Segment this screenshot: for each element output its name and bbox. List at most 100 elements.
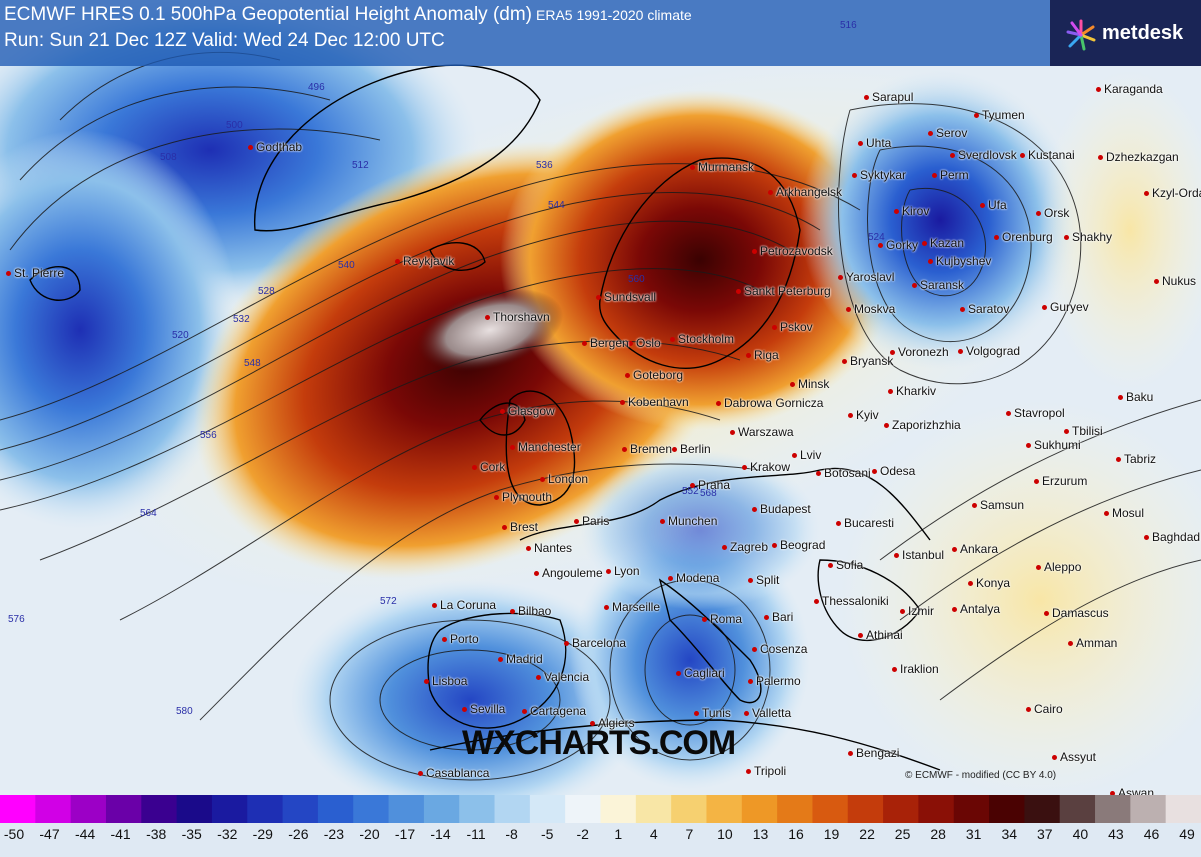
- color-scale-tick-label: 16: [788, 826, 804, 842]
- city-marker-icon: [828, 563, 833, 569]
- city-marker-icon: [424, 679, 429, 685]
- city-marker-icon: [622, 447, 627, 453]
- city-marker-icon: [922, 241, 927, 247]
- city-label: Serov: [928, 126, 967, 140]
- city-name: Arkhangelsk: [776, 185, 843, 199]
- city-label: Baghdad: [1144, 530, 1200, 544]
- city-name: Riga: [754, 348, 779, 362]
- contour-label: 512: [352, 160, 369, 171]
- cold-anomaly-central-europe: [580, 450, 820, 610]
- city-marker-icon: [442, 637, 447, 643]
- city-name: Orenburg: [1002, 230, 1053, 244]
- city-label: Kzyl-Orda: [1144, 186, 1201, 200]
- city-name: Pskov: [780, 320, 813, 334]
- city-label: Bari: [764, 610, 793, 624]
- city-marker-icon: [958, 349, 963, 355]
- city-name: Cartagena: [530, 704, 587, 718]
- city-label: Sevilla: [462, 702, 505, 716]
- city-marker-icon: [1116, 457, 1121, 463]
- city-name: Algiers: [598, 716, 635, 730]
- wxcharts-watermark: WXCHARTS.COM: [462, 724, 736, 762]
- contour-label: 528: [258, 286, 275, 297]
- city-name: Kzyl-Orda: [1152, 186, 1201, 200]
- city-marker-icon: [772, 543, 777, 549]
- city-name: Lisboa: [432, 674, 468, 688]
- contour-label: 496: [308, 82, 325, 93]
- city-name: Kharkiv: [896, 384, 937, 398]
- city-name: Kirov: [902, 204, 930, 218]
- city-marker-icon: [852, 173, 857, 179]
- color-scale-swatch: [211, 795, 248, 823]
- city-marker-icon: [884, 423, 889, 429]
- city-name: Kujbyshev: [936, 254, 992, 268]
- city-marker-icon: [660, 519, 665, 525]
- city-marker-icon: [582, 341, 587, 347]
- city-label: Stavropol: [1006, 406, 1065, 420]
- city-label: Porto: [442, 632, 479, 646]
- city-label: Tabriz: [1116, 452, 1156, 466]
- city-label: Assyut: [1052, 750, 1096, 764]
- color-scale-tick-label: -11: [466, 826, 486, 842]
- color-scale-tick-label: -35: [181, 826, 202, 842]
- contour-label: 556: [200, 430, 217, 441]
- city-marker-icon: [1068, 641, 1073, 647]
- color-scale-swatch: [883, 795, 920, 823]
- color-scale-swatch: [565, 795, 602, 823]
- city-marker-icon: [6, 271, 11, 277]
- city-label: Sukhumi: [1026, 438, 1081, 452]
- color-scale-tick-label: 31: [965, 826, 982, 842]
- city-label: La Coruna: [432, 598, 496, 612]
- city-name: Porto: [450, 632, 479, 646]
- city-marker-icon: [1154, 279, 1159, 285]
- metdesk-logo: metdesk: [1050, 0, 1201, 66]
- city-marker-icon: [395, 259, 400, 265]
- city-marker-icon: [1096, 87, 1101, 93]
- city-name: Tabriz: [1124, 452, 1157, 466]
- city-marker-icon: [736, 289, 741, 295]
- city-marker-icon: [625, 373, 630, 379]
- city-marker-icon: [1042, 305, 1047, 311]
- city-marker-icon: [485, 315, 490, 321]
- anomaly-map: [0, 0, 1201, 795]
- city-marker-icon: [1020, 153, 1025, 159]
- color-scale-tick-label: 34: [1001, 826, 1018, 842]
- color-scale-tick-label: -2: [576, 826, 589, 842]
- city-label: Kustanai: [1020, 148, 1075, 162]
- city-marker-icon: [752, 249, 757, 255]
- city-label: Bilbao: [510, 604, 551, 618]
- city-label: Warszawa: [730, 425, 794, 439]
- city-label: Cartagena: [522, 704, 586, 718]
- city-name: Sevilla: [470, 702, 506, 716]
- metdesk-logo-text: metdesk: [1102, 22, 1184, 44]
- city-label: Erzurum: [1034, 474, 1087, 488]
- city-marker-icon: [748, 679, 753, 685]
- color-scale-swatch: [671, 795, 708, 823]
- city-marker-icon: [1036, 565, 1041, 571]
- city-name: Thessaloniki: [822, 594, 889, 608]
- city-marker-icon: [1110, 791, 1115, 797]
- color-scale-swatch: [141, 795, 178, 823]
- city-name: Modena: [676, 571, 720, 585]
- color-scale-swatch: [0, 795, 36, 823]
- city-marker-icon: [432, 603, 437, 609]
- city-name: Perm: [940, 168, 969, 182]
- city-label: Petrozavodsk: [752, 244, 833, 258]
- color-scale-tick-label: 4: [649, 826, 658, 842]
- city-label: Orsk: [1036, 206, 1069, 220]
- city-marker-icon: [1064, 235, 1069, 241]
- city-label: Nukus: [1154, 274, 1196, 288]
- color-scale-swatch: [918, 795, 955, 823]
- color-scale-swatch: [282, 795, 319, 823]
- city-marker-icon: [900, 609, 905, 615]
- city-marker-icon: [972, 503, 977, 509]
- color-scale-swatch: [105, 795, 142, 823]
- city-name: Ankara: [960, 542, 999, 556]
- city-marker-icon: [864, 95, 869, 101]
- city-name: Stockholm: [678, 332, 735, 346]
- contour-label: 580: [176, 706, 193, 717]
- city-name: Beograd: [780, 538, 826, 552]
- city-name: Reykjavik: [403, 254, 455, 268]
- city-name: Lviv: [800, 448, 822, 462]
- color-scale-swatch: [812, 795, 849, 823]
- color-scale-swatch: [1059, 795, 1096, 823]
